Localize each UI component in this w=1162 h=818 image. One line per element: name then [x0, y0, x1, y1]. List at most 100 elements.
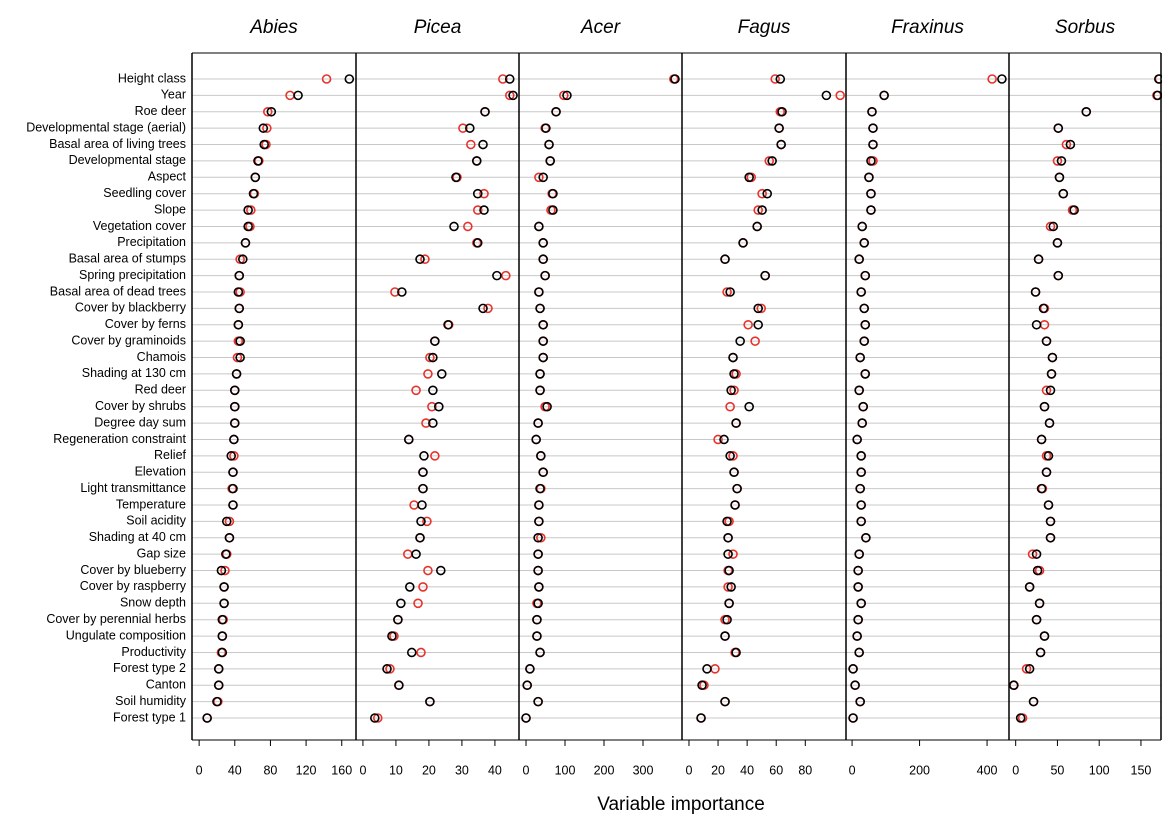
dot	[538, 172, 548, 183]
dot	[1046, 369, 1057, 379]
dot	[696, 713, 706, 723]
dot	[463, 221, 473, 232]
dot	[224, 516, 235, 527]
row-label: Spring precipitation	[79, 268, 186, 282]
dot	[534, 221, 544, 232]
dot	[867, 106, 877, 117]
dot	[226, 451, 237, 461]
dot	[548, 205, 558, 215]
dot	[534, 516, 544, 527]
dot	[228, 467, 238, 478]
dot	[868, 139, 878, 150]
dot	[228, 483, 238, 494]
dot	[854, 549, 864, 559]
dot	[535, 385, 545, 396]
dot	[235, 352, 245, 363]
dot	[744, 401, 754, 412]
dot	[852, 631, 862, 641]
tick-label: 40	[740, 763, 754, 777]
dot	[713, 434, 723, 445]
dot	[856, 598, 866, 609]
dot	[535, 647, 545, 658]
dot	[864, 172, 874, 183]
dot	[725, 451, 735, 461]
dot	[535, 303, 545, 314]
row-label: Elevation	[135, 465, 186, 479]
dot	[551, 106, 561, 117]
dot	[243, 205, 253, 215]
dot	[253, 156, 263, 166]
dot	[534, 582, 544, 592]
dot	[413, 598, 423, 609]
tick-label: 200	[909, 763, 930, 777]
row-label: Forest type 1	[113, 710, 186, 724]
dot	[246, 205, 256, 215]
dot	[726, 582, 736, 592]
dot	[321, 74, 332, 84]
tick-label: 200	[594, 763, 615, 777]
dot	[425, 696, 435, 707]
dot	[1038, 303, 1049, 314]
dot	[728, 451, 738, 461]
dot	[730, 500, 740, 510]
dot	[262, 106, 273, 117]
panel-title: Fraxinus	[891, 17, 964, 38]
dot	[422, 516, 432, 527]
dot	[229, 401, 240, 412]
row-label: Precipitation	[117, 235, 186, 249]
dot	[262, 123, 272, 133]
dot	[720, 254, 730, 265]
dot	[532, 631, 542, 641]
tick-label: 100	[555, 763, 576, 777]
dot	[534, 172, 544, 183]
dot	[501, 270, 511, 281]
dot	[382, 664, 392, 674]
tick-label: 20	[711, 763, 725, 777]
dot	[492, 270, 502, 281]
dot	[434, 401, 444, 412]
dot	[430, 451, 440, 461]
dot	[250, 172, 261, 183]
dot	[856, 287, 866, 297]
dot	[1065, 139, 1076, 150]
dot	[212, 696, 222, 707]
dot	[483, 303, 493, 314]
row-label: Shading at 130 cm	[82, 366, 186, 380]
dot	[436, 369, 447, 379]
row-label: Cover by ferns	[105, 317, 186, 331]
dot	[1033, 254, 1044, 265]
dot	[221, 516, 232, 527]
row-label: Cover by perennial herbs	[46, 612, 186, 626]
dot	[1054, 172, 1065, 183]
dot	[430, 336, 440, 346]
dot	[859, 303, 870, 314]
dot	[423, 565, 433, 576]
row-label: Developmental stage (aerial)	[26, 120, 186, 134]
dot	[234, 303, 245, 314]
dot	[243, 221, 253, 232]
dot	[219, 598, 229, 609]
row-label: Degree day sum	[94, 415, 186, 429]
dot	[217, 647, 228, 658]
dot	[853, 565, 863, 576]
dot	[428, 352, 438, 363]
dot	[235, 254, 245, 265]
dot	[224, 532, 235, 543]
dot	[428, 418, 438, 428]
dot	[538, 319, 548, 330]
dot	[762, 188, 772, 199]
tick-label: 10	[389, 763, 403, 777]
row-label: Canton	[146, 678, 186, 692]
dot	[219, 582, 229, 592]
dot	[538, 336, 548, 346]
row-label: Chamois	[137, 350, 186, 364]
tick-label: 0	[686, 763, 693, 777]
dot	[775, 74, 786, 84]
dot	[403, 434, 414, 445]
dot	[853, 582, 863, 592]
dot	[213, 680, 224, 691]
dot	[533, 418, 543, 428]
dot	[240, 238, 251, 248]
dot	[857, 221, 867, 232]
dot	[418, 467, 428, 478]
